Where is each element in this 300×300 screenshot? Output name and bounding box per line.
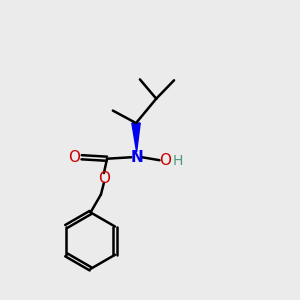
Text: O: O	[98, 171, 110, 186]
Text: N: N	[130, 150, 143, 165]
Text: O: O	[68, 150, 80, 165]
Polygon shape	[132, 123, 140, 152]
Text: H: H	[172, 154, 182, 168]
Text: O: O	[159, 153, 171, 168]
